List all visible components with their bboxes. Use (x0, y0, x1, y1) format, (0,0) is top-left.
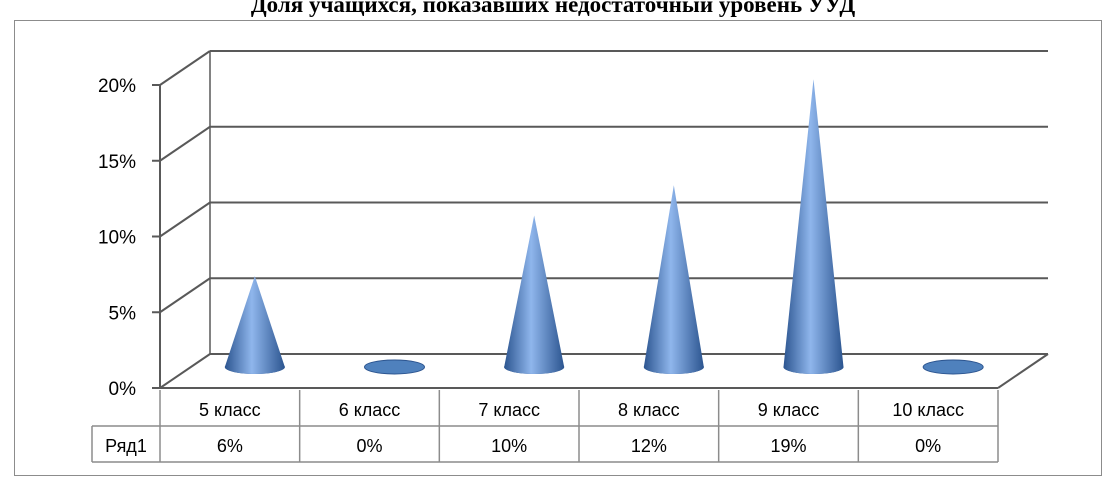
series-name: Ряд1 (105, 436, 147, 456)
cone-5 (783, 79, 844, 375)
cone-4 (643, 185, 704, 374)
cone-1 (224, 276, 285, 374)
cone-base (922, 359, 984, 375)
data-label: 10% (491, 436, 527, 456)
data-label: 0% (356, 436, 382, 456)
cone-body (783, 79, 844, 375)
data-label: 19% (770, 436, 806, 456)
cone-body (224, 276, 285, 374)
y-tick-label: 20% (98, 76, 136, 97)
floor-right-edge (997, 353, 1049, 389)
cone-6 (922, 359, 984, 375)
y-tick-label: 5% (109, 303, 137, 324)
x-tick-label: 8 класс (618, 400, 680, 420)
data-label: 0% (915, 436, 941, 456)
gridline-side (159, 277, 211, 314)
x-tick-label: 9 класс (758, 400, 820, 420)
cone-3 (504, 215, 565, 374)
data-series (224, 79, 984, 375)
gridline-side (159, 201, 211, 238)
y-tick-label: 10% (98, 228, 136, 249)
cone-2 (364, 359, 425, 375)
gridlines (152, 50, 1049, 389)
y-tick-label: 0% (109, 379, 137, 400)
gridline-side (159, 353, 211, 389)
cone-body (643, 185, 704, 374)
x-tick-label: 6 класс (339, 400, 401, 420)
cone-body (504, 215, 565, 374)
data-label: 12% (631, 436, 667, 456)
y-axis-ticks: 0% 5% 10% 15% 20% (98, 76, 136, 400)
chart-title: Доля учащихся, показавших недостаточный … (250, 0, 856, 17)
x-tick-label: 7 класс (478, 400, 540, 420)
data-table: 5 класс 6 класс 7 класс 8 класс 9 класс 10 кл… (91, 390, 999, 463)
gridline-side (159, 50, 211, 86)
x-tick-label: 5 класс (199, 400, 261, 420)
cone-base (364, 359, 425, 375)
y-tick-label: 15% (98, 152, 136, 173)
chart-area (14, 20, 1102, 476)
data-label: 6% (217, 436, 243, 456)
gridline-side (159, 125, 211, 162)
x-tick-label: 10 класс (892, 400, 964, 420)
